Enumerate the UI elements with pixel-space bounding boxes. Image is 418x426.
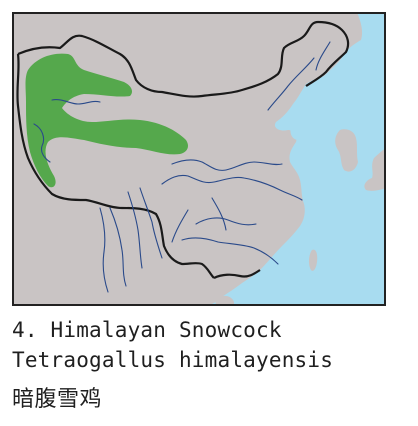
river-lines xyxy=(33,41,331,293)
border-lines xyxy=(16,20,350,280)
species-chinese-name: 暗腹雪鸡 xyxy=(12,387,103,412)
distribution-map xyxy=(12,12,386,306)
bohai-gulf xyxy=(290,121,309,140)
species-number-and-common-name: 4. Himalayan Snowcock xyxy=(12,318,282,342)
map-border xyxy=(12,12,386,306)
species-scientific-name: Tetraogallus himalayensis xyxy=(12,348,334,372)
hainan-island xyxy=(215,295,234,306)
species-range-west xyxy=(25,53,188,188)
korean-peninsula xyxy=(335,129,358,172)
japan-islands xyxy=(364,148,386,191)
taiwan-island xyxy=(308,249,318,271)
